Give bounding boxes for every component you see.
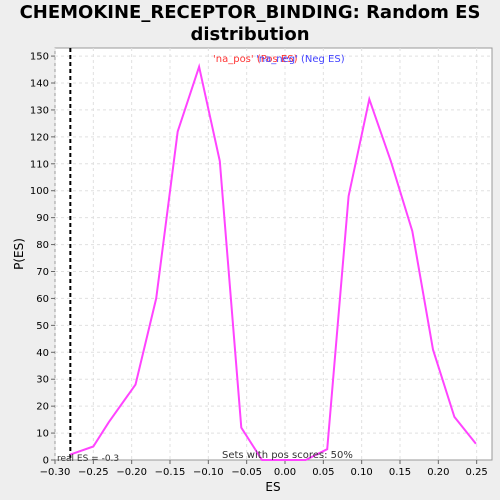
x-tick-label: 0.10 [351,467,373,478]
y-axis-label: P(ES) [12,238,26,270]
y-tick-label: 10 [36,429,49,440]
y-tick-label: 60 [36,294,49,305]
x-tick-label: −0.20 [116,467,147,478]
y-tick-label: 20 [36,402,49,413]
grid-layer [54,48,492,460]
plot-area [54,47,493,461]
y-tick-label: 80 [36,240,49,251]
x-tick-label: 0.25 [466,467,488,478]
y-tick-label: 30 [36,375,49,386]
chart-title-line-2: distribution [190,24,310,45]
annotation-real-es: real ES = -0.3 [57,454,119,464]
x-tick-label: −0.15 [155,467,186,478]
x-tick-label: −0.25 [78,467,109,478]
y-tick-label: 120 [30,132,49,143]
legend-na-neg: 'na_neg' (Neg ES) [256,54,345,65]
y-tick-label: 90 [36,213,49,224]
y-tick-label: 140 [30,79,49,90]
x-tick-label: 0.15 [389,467,411,478]
annotation-pos-scores: Sets with pos scores: 50% [222,450,353,461]
y-tick-label: 50 [36,321,49,332]
x-tick-label: −0.30 [40,467,71,478]
es-distribution-line [69,63,477,461]
y-tick-label: 0 [43,456,49,467]
axes-layer: 0 10 20 30 40 50 60 70 80 90 100 110 120 130 140 150 −0.… [30,52,488,478]
y-tick-label: 100 [30,186,49,197]
x-axis-label: ES [265,480,280,494]
x-tick-label: 0.05 [312,467,334,478]
x-tick-label: −0.05 [231,467,262,478]
y-tick-label: 150 [30,52,49,63]
x-tick-label: 0.00 [274,467,296,478]
y-tick-label: 40 [36,348,49,359]
x-tick-label: −0.10 [193,467,224,478]
series-layer [69,48,477,461]
y-tick-label: 110 [30,159,49,170]
x-tick-label: 0.20 [427,467,449,478]
y-tick-label: 130 [30,105,49,116]
y-tick-label: 70 [36,267,49,278]
legend-na-pos: 'na_pos' (Pos ES) [213,54,298,65]
chart-title-line-1: CHEMOKINE_RECEPTOR_BINDING: Random ES [19,2,481,23]
